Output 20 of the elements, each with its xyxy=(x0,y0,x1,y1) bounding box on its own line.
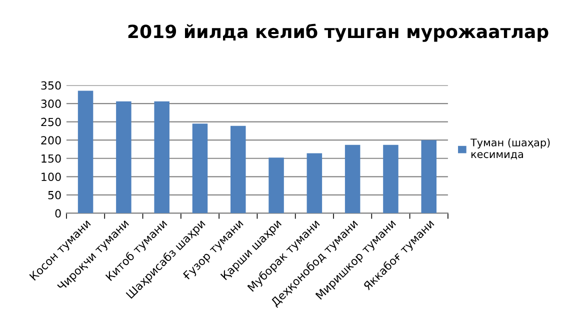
y-tick-label: 100 xyxy=(42,172,61,182)
chart-title: 2019 йилда келиб тушган мурожаатлар xyxy=(128,24,548,42)
bar xyxy=(421,140,437,214)
bar xyxy=(230,126,246,214)
legend-label: Туман (шаҳар) кесимида xyxy=(470,138,550,160)
y-tick-label: 150 xyxy=(42,154,61,163)
y-tick-label: 0 xyxy=(55,209,61,218)
y-tick-label: 50 xyxy=(48,190,61,200)
bar xyxy=(344,144,360,214)
bar xyxy=(268,158,284,214)
y-tick-label: 200 xyxy=(41,136,61,144)
bar xyxy=(78,90,94,214)
y-tick-label: 250 xyxy=(41,118,61,126)
bar xyxy=(306,153,322,214)
bar xyxy=(116,101,132,214)
y-tick-label: 300 xyxy=(41,100,61,108)
y-tick-label: 350 xyxy=(41,81,61,90)
bar xyxy=(154,101,170,214)
bar xyxy=(192,124,208,214)
bar xyxy=(383,144,398,214)
